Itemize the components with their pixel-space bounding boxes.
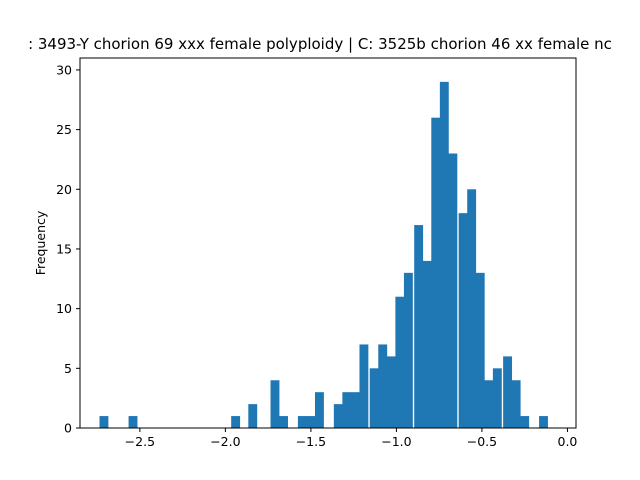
histogram-bar: [458, 213, 468, 428]
histogram-bar: [403, 272, 413, 428]
chart-title: : 3493-Y chorion 69 xxx female polyploid…: [28, 35, 612, 53]
histogram-bar: [333, 404, 343, 428]
histogram-bar: [369, 368, 379, 428]
histogram-bar: [395, 296, 405, 428]
histogram-bar: [484, 380, 494, 428]
y-axis-label: Frequency: [33, 210, 48, 275]
histogram-bar: [475, 272, 485, 428]
x-tick-label: −2.0: [210, 434, 240, 449]
y-tick-label: 20: [56, 182, 72, 197]
x-axis-ticks: −2.5 −2.0 −1.5 −1.0 −0.5 0.0: [125, 428, 578, 449]
histogram-bar: [503, 356, 513, 428]
histogram-bar: [467, 189, 477, 428]
plot-frame: [79, 57, 577, 429]
histogram-bar: [539, 416, 548, 428]
y-tick-label: 25: [56, 122, 72, 137]
histogram-bar: [431, 117, 441, 429]
histogram-bar: [315, 392, 324, 428]
histogram-bar: [270, 380, 280, 428]
histogram-bar: [378, 344, 388, 428]
histogram-bar: [359, 344, 369, 428]
x-tick-label: −1.0: [381, 434, 411, 449]
histogram-bar: [279, 416, 288, 428]
histogram-bar: [520, 416, 530, 428]
histogram-bar: [342, 392, 352, 428]
y-tick-label: 5: [64, 361, 72, 376]
histogram-bar: [492, 368, 502, 428]
histogram-bar: [248, 404, 258, 428]
y-axis-ticks: 0 5 10 15 20 25 30: [56, 62, 80, 436]
histogram-bar: [439, 81, 449, 429]
histogram-bar: [306, 416, 316, 428]
histogram-bar: [128, 416, 138, 428]
x-tick-label: −1.5: [296, 434, 326, 449]
histogram-bar: [350, 392, 360, 428]
histogram-bar: [448, 153, 458, 429]
x-tick-label: −2.5: [125, 434, 155, 449]
histogram-bar: [297, 416, 307, 428]
histogram-bar: [386, 356, 396, 428]
histogram-bar: [422, 260, 432, 428]
histogram-bar: [99, 416, 109, 428]
histogram-bar: [231, 416, 241, 428]
x-tick-label: −0.5: [467, 434, 497, 449]
y-tick-label: 10: [56, 301, 72, 316]
histogram-bar: [511, 380, 521, 428]
y-tick-label: 0: [64, 421, 72, 436]
bars-group: [99, 81, 548, 429]
x-tick-label: 0.0: [558, 434, 578, 449]
histogram-bar: [414, 225, 424, 428]
y-tick-label: 30: [56, 62, 72, 77]
y-tick-label: 15: [56, 241, 72, 256]
